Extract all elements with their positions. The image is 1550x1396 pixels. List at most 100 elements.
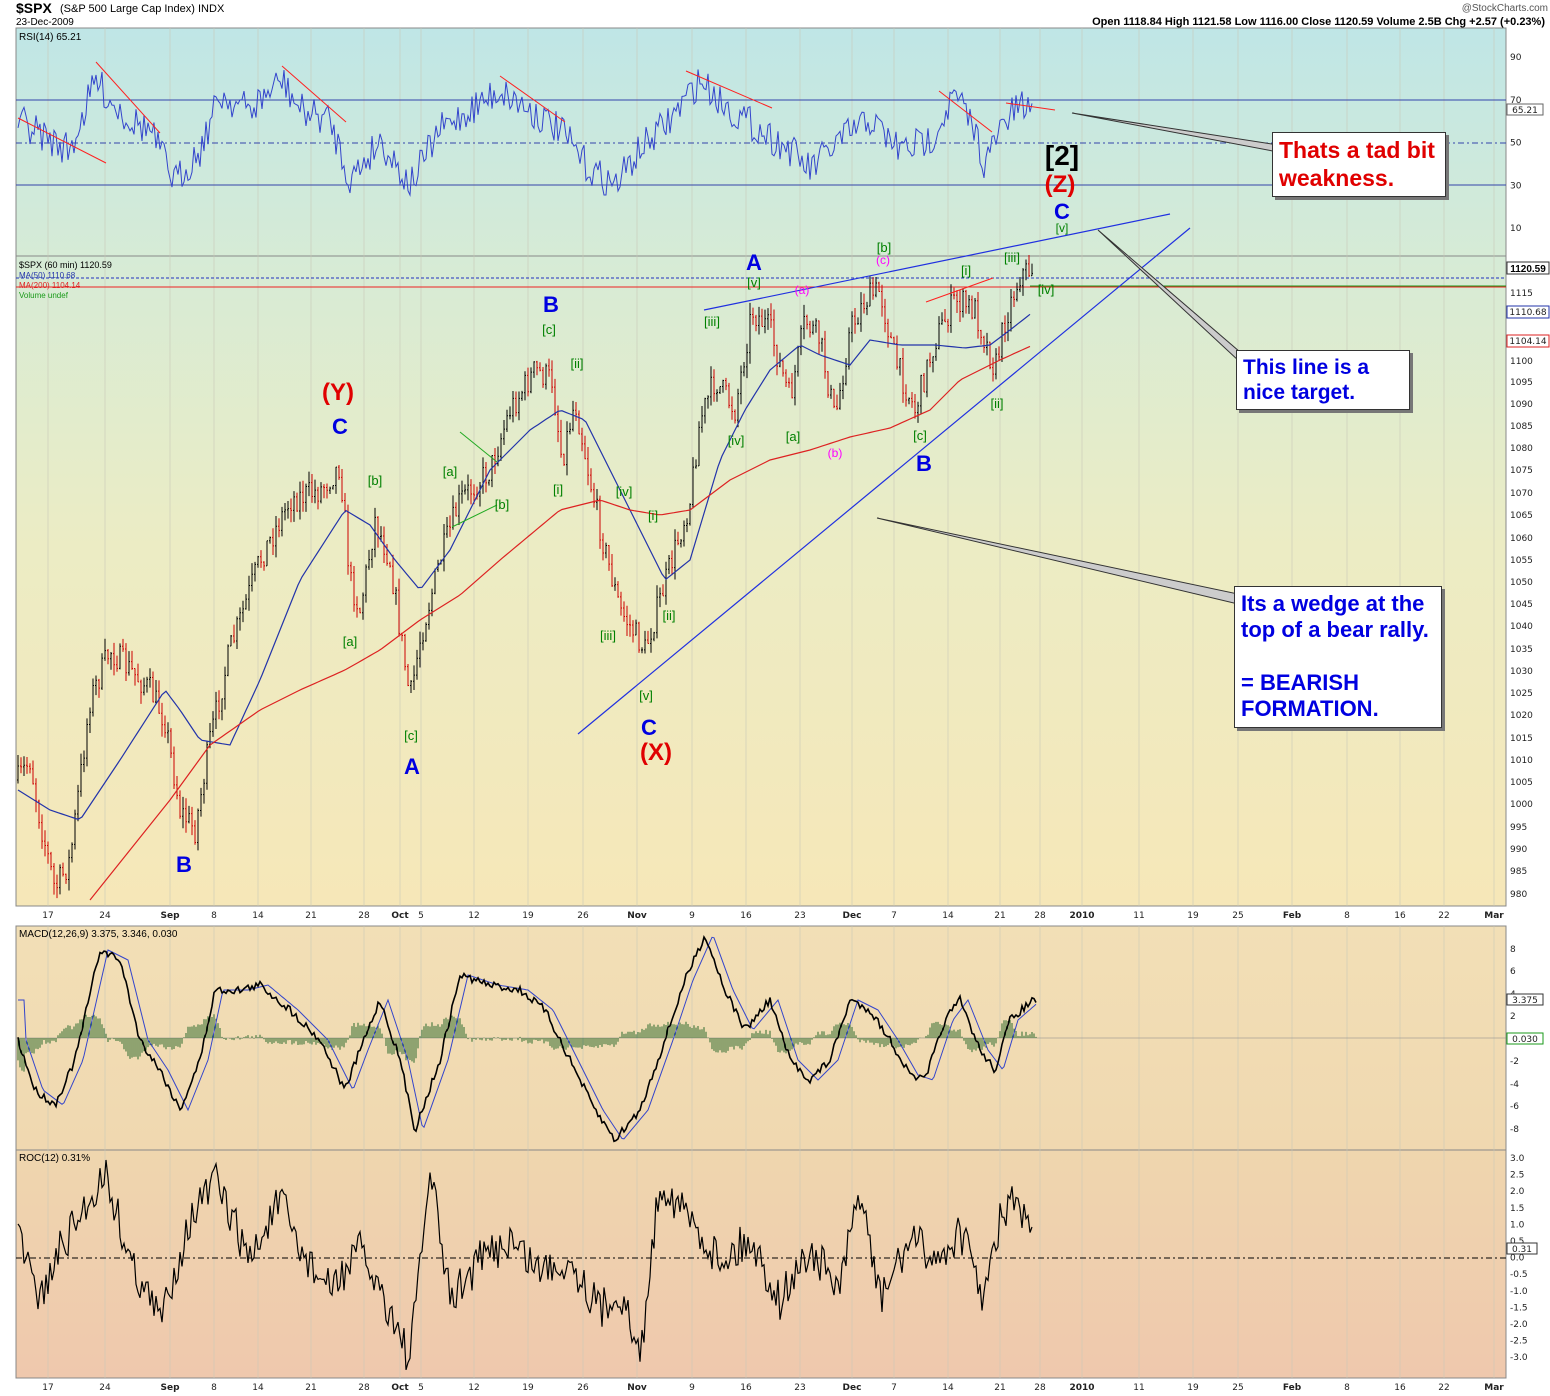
- roc-badge: 0.31: [1506, 1242, 1538, 1255]
- y-tick-label: 90: [1510, 53, 1522, 63]
- rsi-trendlines: [17, 61, 1056, 164]
- x-tick-label: 21: [305, 911, 316, 921]
- wave-label: (a): [795, 283, 810, 297]
- x-tick-label: 16: [740, 911, 752, 921]
- rsi-value-badge: 65.21: [1506, 103, 1544, 116]
- ma50-badge: 1110.68: [1506, 305, 1550, 319]
- roc-label: ROC(12) 0.31%: [19, 1153, 90, 1164]
- svg-text:0.31: 0.31: [1512, 1245, 1532, 1255]
- wave-label: [iii]: [1004, 250, 1020, 265]
- trendline-green-2: [451, 504, 498, 528]
- svg-text:Volume undef: Volume undef: [19, 291, 69, 300]
- y-tick-label: 1070: [1510, 489, 1533, 499]
- wedge-lower-line: [577, 227, 1191, 735]
- chart-name: (S&P 500 Large Cap Index) INDX: [60, 3, 225, 15]
- svg-text:MA(200) 1104.14: MA(200) 1104.14: [19, 281, 81, 290]
- y-tick-label: -3.0: [1510, 1353, 1528, 1363]
- y-tick-label: -6: [1510, 1102, 1519, 1112]
- y-tick-label: 1090: [1510, 400, 1533, 410]
- wave-label: [b]: [495, 497, 509, 512]
- watermark: @StockCharts.com: [1462, 3, 1548, 14]
- macd-label: MACD(12,26,9) 3.375, 3.346, 0.030: [19, 929, 178, 940]
- close-badge: 1120.59: [1506, 261, 1550, 275]
- wave-label: C: [1054, 199, 1070, 224]
- wave-label: B: [176, 852, 192, 877]
- x-tick-label-bottom: 16: [1394, 1383, 1406, 1393]
- ma200-badge: 1104.14: [1506, 334, 1550, 348]
- wave-label: [i]: [648, 508, 658, 523]
- wave-label: (Y): [322, 379, 354, 406]
- y-tick-label: 1060: [1510, 534, 1533, 544]
- x-tick-label: 5: [418, 911, 424, 921]
- wave-label: C: [641, 715, 657, 740]
- y-tick-label: -4: [1510, 1080, 1519, 1090]
- y-tick-label: 990: [1510, 845, 1527, 855]
- x-tick-label-bottom: 19: [522, 1383, 534, 1393]
- wave-label: [c]: [404, 728, 418, 743]
- wave-label: [v]: [1056, 221, 1069, 235]
- y-tick-label: 1025: [1510, 689, 1533, 699]
- y-tick-label: 1065: [1510, 511, 1533, 521]
- wave-label: A: [404, 754, 420, 779]
- svg-text:65.21: 65.21: [1512, 106, 1538, 116]
- roc-panel: [15, 1149, 1507, 1379]
- x-tick-label-bottom: Sep: [160, 1383, 180, 1393]
- y-tick-label: 10: [1510, 224, 1522, 234]
- wave-label: [c]: [913, 428, 927, 443]
- wave-label: B: [543, 292, 559, 317]
- macd-line: [17, 935, 1037, 1143]
- ohlc-readout: Open 1118.84 High 1121.58 Low 1116.00 Cl…: [1092, 16, 1545, 28]
- x-tick-label-bottom: 5: [418, 1383, 424, 1393]
- wave-label: [a]: [786, 429, 800, 444]
- x-tick-label: 28: [1034, 911, 1046, 921]
- y-tick-label: -8: [1510, 1125, 1519, 1135]
- x-tick-label-bottom: 26: [577, 1383, 589, 1393]
- svg-text:1110.68: 1110.68: [1509, 308, 1546, 318]
- x-tick-label: 12: [468, 911, 479, 921]
- y-tick-label: 1005: [1510, 778, 1533, 788]
- wave-label: B: [916, 451, 932, 476]
- x-tick-label-bottom: 12: [468, 1383, 479, 1393]
- wave-label: [ii]: [571, 356, 584, 371]
- y-tick-label: 1000: [1510, 800, 1533, 810]
- x-tick-label: 28: [358, 911, 370, 921]
- wave-label: [i]: [553, 482, 563, 497]
- x-tick-label-bottom: 21: [305, 1383, 316, 1393]
- x-tick-label-bottom: Mar: [1484, 1383, 1504, 1393]
- y-tick-label: 1100: [1510, 357, 1533, 367]
- y-tick-label: 1045: [1510, 600, 1533, 610]
- x-tick-label: 19: [522, 911, 534, 921]
- wave-label: [2]: [1045, 140, 1079, 171]
- macd-hist-badge: 0.030: [1506, 1032, 1544, 1045]
- y-tick-label: 1075: [1510, 466, 1533, 476]
- y-tick-label: 1020: [1510, 711, 1533, 721]
- y-tick-label: 1030: [1510, 667, 1533, 677]
- x-tick-label-bottom: 16: [740, 1383, 752, 1393]
- wedge-upper-line: [703, 213, 1171, 311]
- x-tick-label: Mar: [1484, 911, 1504, 921]
- svg-text:$SPX (60 min) 1120.59: $SPX (60 min) 1120.59: [19, 260, 112, 270]
- wave-label: [ii]: [663, 608, 676, 623]
- y-tick-label: 1.0: [1510, 1220, 1525, 1230]
- y-tick-label: 1.5: [1510, 1204, 1524, 1214]
- roc-line: [17, 1159, 1033, 1370]
- y-tick-label: 2: [1510, 1012, 1516, 1022]
- wave-labels: (Y)CBABC(X)AB[2](Z)C[b][a][c][a][b][c][i…: [176, 140, 1079, 877]
- x-tick-label-bottom: Dec: [843, 1383, 862, 1393]
- x-tick-label-bottom: 11: [1133, 1383, 1144, 1393]
- x-axis: 17 17 24 24 Sep Sep 8 8 14 14 21 21 28 28 Oct Oct 5 5 12 12…: [42, 911, 1504, 1393]
- x-tick-label: 16: [1394, 911, 1406, 921]
- x-tick-label-bottom: 14: [942, 1383, 954, 1393]
- y-tick-label: 3.0: [1510, 1154, 1525, 1164]
- x-tick-label: 8: [211, 911, 217, 921]
- y-tick-label: 985: [1510, 867, 1527, 877]
- y-tick-label: 2.0: [1510, 1187, 1525, 1197]
- x-tick-label-bottom: Nov: [627, 1383, 647, 1393]
- wave-label: (Z): [1045, 171, 1076, 198]
- ma50-line: [17, 313, 1031, 820]
- y-tick-label: 50: [1510, 139, 1522, 149]
- wave-label: (c): [876, 253, 890, 267]
- x-tick-label: Nov: [627, 911, 647, 921]
- x-tick-label: 8: [1344, 911, 1350, 921]
- wave-label: [ii]: [991, 396, 1004, 411]
